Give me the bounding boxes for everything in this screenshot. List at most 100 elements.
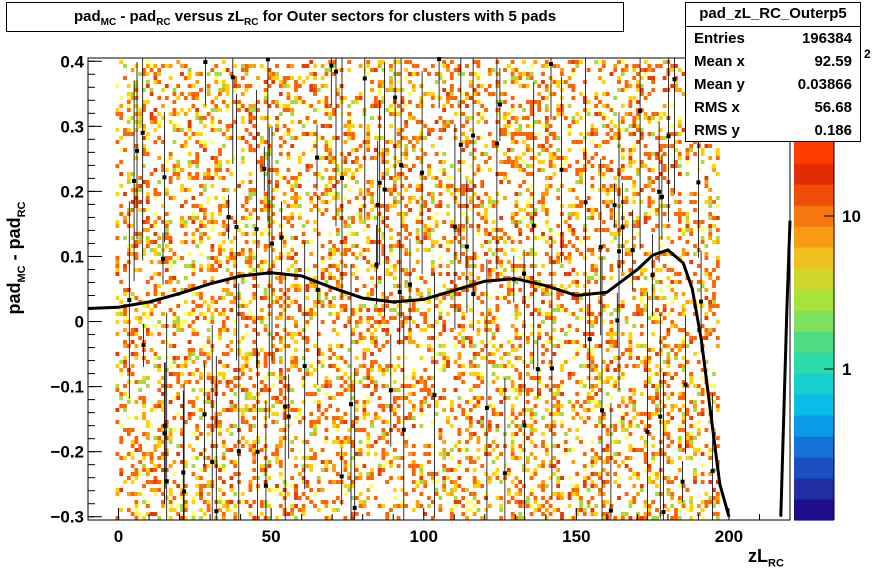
heatmap-cell <box>324 192 329 196</box>
heatmap-cell <box>233 504 238 508</box>
heatmap-cell <box>476 352 481 356</box>
heatmap-cell <box>518 412 523 416</box>
heatmap-cell <box>221 60 226 64</box>
heatmap-cell <box>172 100 177 104</box>
heatmap-cell <box>199 496 203 500</box>
heatmap-cell <box>381 452 386 456</box>
heatmap-cell <box>438 264 443 268</box>
heatmap-cell <box>461 412 466 416</box>
heatmap-cell <box>499 496 504 500</box>
heatmap-cell <box>632 196 637 200</box>
heatmap-cell <box>123 308 127 312</box>
heatmap-cell <box>195 292 200 296</box>
heatmap-cell <box>567 60 572 64</box>
heatmap-cell <box>529 356 534 360</box>
heatmap-cell <box>404 228 409 232</box>
heatmap-cell <box>381 316 386 320</box>
heatmap-cell <box>267 464 272 468</box>
heatmap-cell <box>639 312 644 316</box>
heatmap-cell <box>126 248 131 252</box>
heatmap-cell <box>199 352 203 356</box>
heatmap-cell <box>126 224 131 228</box>
heatmap-cell <box>343 468 348 472</box>
heatmap-cell <box>377 88 382 92</box>
heatmap-cell <box>370 192 374 196</box>
heatmap-cell <box>343 460 348 464</box>
heatmap-cell <box>476 76 481 80</box>
heatmap-cell <box>313 72 317 76</box>
heatmap-cell <box>191 204 196 208</box>
heatmap-cell <box>267 104 272 108</box>
heatmap-cell <box>643 452 648 456</box>
heatmap-cell <box>598 472 602 476</box>
heatmap-cell <box>510 516 515 520</box>
heatmap-cell <box>381 216 386 220</box>
heatmap-cell <box>605 340 610 344</box>
heatmap-cell <box>130 200 135 204</box>
heatmap-cell <box>240 408 245 412</box>
heatmap-cell <box>145 60 150 64</box>
heatmap-cell <box>286 76 291 80</box>
heatmap-cell <box>624 464 629 468</box>
heatmap-cell <box>575 380 580 384</box>
heatmap-cell <box>187 380 192 384</box>
heatmap-cell <box>389 292 393 296</box>
heatmap-cell <box>335 172 340 176</box>
heatmap-cell <box>480 516 485 520</box>
heatmap-cell <box>476 120 481 124</box>
heatmap-cell <box>176 172 181 176</box>
heatmap-cell <box>134 472 139 476</box>
heatmap-cell <box>567 492 572 496</box>
heatmap-cell <box>476 100 481 104</box>
heatmap-cell <box>381 456 386 460</box>
heatmap-cell <box>297 172 302 176</box>
heatmap-cell <box>373 388 378 392</box>
heatmap-cell <box>567 284 572 288</box>
heatmap-cell <box>503 116 507 120</box>
heatmap-cell <box>639 128 644 132</box>
heatmap-cell <box>233 464 238 468</box>
heatmap-cell <box>210 108 215 112</box>
heatmap-cell <box>199 132 203 136</box>
heatmap-cell <box>613 188 618 192</box>
heatmap-cell <box>347 348 352 352</box>
heatmap-cell <box>468 372 473 376</box>
heatmap-cell <box>392 496 397 500</box>
heatmap-cell <box>491 92 496 96</box>
heatmap-cell <box>324 156 329 160</box>
heatmap-cell <box>294 276 298 280</box>
heatmap-cell <box>609 136 614 140</box>
heatmap-cell <box>161 392 165 396</box>
heatmap-cell <box>529 248 534 252</box>
heatmap-cell <box>468 224 473 228</box>
heatmap-cell <box>168 500 173 504</box>
heatmap-cell <box>427 336 431 340</box>
heatmap-cell <box>434 220 439 224</box>
heatmap-cell <box>624 128 629 132</box>
heatmap-cell <box>168 464 173 468</box>
heatmap-cell <box>335 316 340 320</box>
heatmap-cell <box>191 308 196 312</box>
heatmap-cell <box>438 72 443 76</box>
heatmap-cell <box>370 380 374 384</box>
heatmap-cell <box>161 424 165 428</box>
heatmap-cell <box>567 340 572 344</box>
heatmap-cell <box>598 416 602 420</box>
heatmap-cell <box>389 228 393 232</box>
heatmap-cell <box>575 196 580 200</box>
heatmap-cell <box>510 364 515 368</box>
heatmap-cell <box>484 220 488 224</box>
heatmap-cell <box>514 304 519 308</box>
heatmap-cell <box>351 176 355 180</box>
heatmap-cell <box>529 452 534 456</box>
heatmap-cell <box>145 180 150 184</box>
heatmap-cell <box>430 472 435 476</box>
heatmap-cell <box>347 176 352 180</box>
heatmap-cell <box>548 376 553 380</box>
heatmap-cell <box>613 440 618 444</box>
heatmap-cell <box>548 460 553 464</box>
heatmap-cell <box>628 84 633 88</box>
heatmap-cell <box>381 344 386 348</box>
heatmap-cell <box>199 312 203 316</box>
heatmap-cell <box>415 228 420 232</box>
